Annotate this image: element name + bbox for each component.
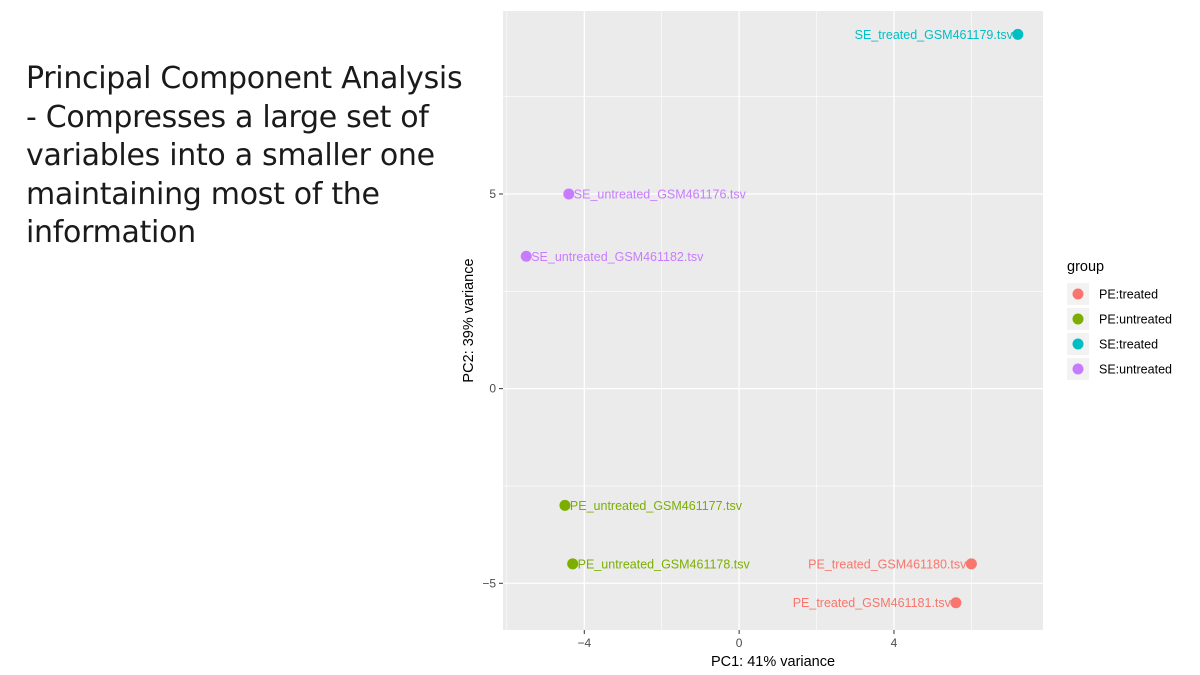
data-label: SE_untreated_GSM461182.tsv (531, 250, 704, 264)
data-label: SE_untreated_GSM461176.tsv (574, 187, 747, 201)
data-point (520, 250, 532, 262)
slide-text-line-5: information (26, 215, 196, 250)
data-label: PE_untreated_GSM461178.tsv (578, 557, 751, 571)
data-label: PE_treated_GSM461180.tsv (808, 557, 967, 571)
y-axis-title: PC2: 39% variance (461, 258, 477, 382)
slide-text: Principal Component Analysis - Compresse… (26, 60, 463, 253)
x-tick-label: 4 (891, 636, 898, 650)
slide-text-line-4: maintaining most of the (26, 176, 380, 212)
y-tick-label: 5 (489, 187, 496, 201)
data-label: PE_untreated_GSM461177.tsv (570, 499, 743, 513)
legend-entry-label: PE:untreated (1099, 313, 1172, 327)
data-label: SE_treated_GSM461179.tsv (855, 28, 1014, 42)
data-point (1012, 28, 1024, 40)
data-point (559, 499, 571, 511)
legend-title: group (1067, 259, 1104, 275)
x-tick-label: 0 (736, 636, 743, 650)
plot-panel (503, 11, 1043, 630)
data-point (563, 188, 575, 200)
x-tick-label: −4 (577, 636, 591, 650)
slide-text-line-2: - Compresses a large set of (26, 99, 429, 135)
legend-key-dot (1072, 313, 1084, 325)
legend-key-dot (1072, 338, 1084, 350)
data-point (950, 597, 962, 609)
legend-entry-label: SE:untreated (1099, 363, 1172, 377)
data-point (567, 558, 579, 570)
legend-key-dot (1072, 288, 1084, 300)
legend-entry-label: SE:treated (1099, 338, 1158, 352)
y-tick-label: 0 (489, 382, 496, 396)
data-point (965, 558, 977, 570)
x-axis-title: PC1: 41% variance (711, 654, 835, 670)
slide-text-line-1: Principal Component Analysis (26, 61, 463, 96)
data-label: PE_treated_GSM461181.tsv (793, 596, 952, 610)
slide-text-line-3: variables into a smaller one (26, 138, 435, 173)
y-tick-label: −5 (482, 576, 496, 590)
legend-entry-label: PE:treated (1099, 288, 1158, 302)
legend-key-dot (1072, 363, 1084, 375)
